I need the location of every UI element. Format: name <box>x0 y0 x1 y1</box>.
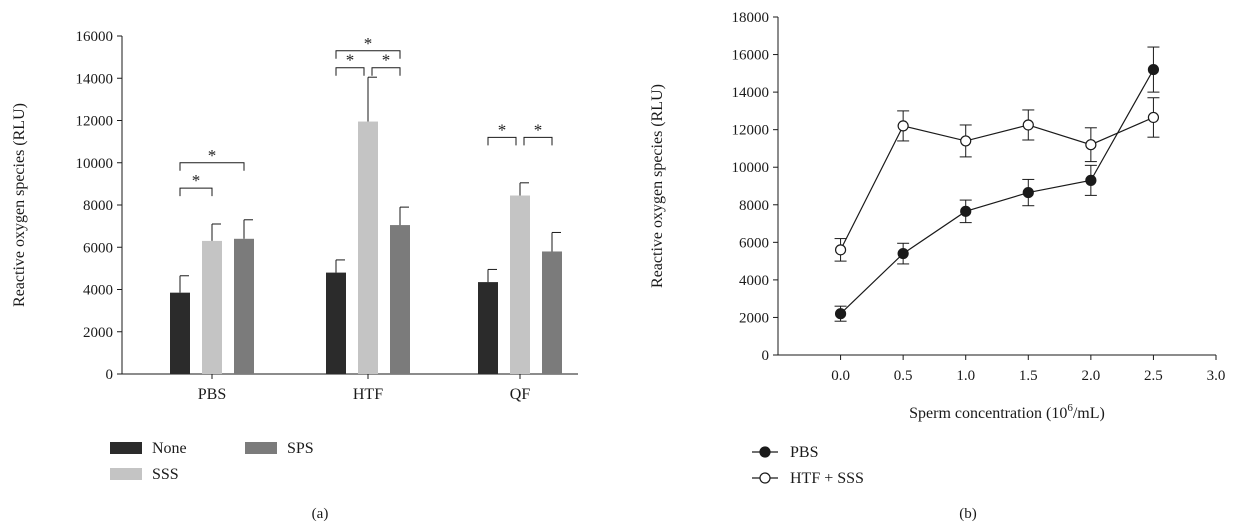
data-point-htf-sss <box>1022 119 1034 131</box>
y-tick-label: 2000 <box>83 325 113 341</box>
bar-none-pbs <box>170 292 190 374</box>
data-point-pbs <box>1022 186 1034 199</box>
y-tick-label: 0 <box>762 348 770 364</box>
y-tick-label: 0 <box>106 367 114 383</box>
y-tick-label: 6000 <box>83 240 113 256</box>
significance-bracket <box>523 136 553 146</box>
significance-bracket <box>487 136 517 146</box>
x-tick-label: 0.5 <box>894 368 913 384</box>
data-point-pbs <box>960 205 972 217</box>
significance-bracket <box>335 67 365 76</box>
y-tick-label: 4000 <box>83 283 113 299</box>
significance-star: * <box>382 51 391 70</box>
x-axis-label: Sperm concentration (106/mL) <box>909 402 1105 422</box>
significance-star: * <box>364 34 373 53</box>
bar-none-qf <box>478 282 498 374</box>
data-point-pbs <box>834 308 847 320</box>
series-line-pbs <box>840 69 1154 315</box>
significance-bracket <box>179 187 213 197</box>
x-tick-label: HTF <box>353 386 383 403</box>
significance-star: * <box>208 146 217 165</box>
x-tick-label: 2.0 <box>1081 368 1100 384</box>
data-point-htf-sss <box>960 135 972 147</box>
x-tick-label: 0.0 <box>831 368 850 384</box>
significance-star: * <box>498 120 507 139</box>
legend-swatch-sss <box>110 468 142 480</box>
data-point-pbs <box>1085 174 1097 186</box>
legend-marker-htf-sss <box>759 472 771 484</box>
data-point-htf-sss <box>834 244 847 256</box>
bar-sss-pbs <box>202 240 222 374</box>
x-axis-label-superscript: 6 <box>1067 402 1073 414</box>
legend-marker-pbs <box>759 446 771 458</box>
x-tick-label: 3.0 <box>1207 368 1226 384</box>
x-tick-label: QF <box>510 386 531 403</box>
y-tick-label: 8000 <box>739 198 769 214</box>
significance-bracket <box>335 50 401 59</box>
series-line-htf-sss <box>840 116 1154 251</box>
legend-swatch-sps <box>245 442 277 454</box>
x-tick-label: 1.5 <box>1019 368 1038 384</box>
bar-sss-htf <box>358 121 378 375</box>
significance-bracket <box>371 67 401 76</box>
y-tick-label: 10000 <box>76 156 114 172</box>
y-tick-label: 12000 <box>76 114 114 130</box>
x-tick-label: 1.0 <box>956 368 975 384</box>
y-tick-label: 6000 <box>739 235 769 251</box>
significance-star: * <box>192 171 201 190</box>
y-axis-label: Reactive oxygen species (RLU) <box>11 103 28 307</box>
legend-label-none: None <box>152 440 187 457</box>
bar-sss-qf <box>510 195 530 374</box>
data-point-htf-sss <box>897 120 909 132</box>
data-point-htf-sss <box>1085 139 1097 151</box>
y-axis-label: Reactive oxygen species (RLU) <box>649 84 666 288</box>
y-tick-label: 18000 <box>732 10 770 26</box>
panel-a: 0 2000 4000 6000 8000 10000 12000 14000 16000 Rea… <box>11 29 578 522</box>
legend-swatch-none <box>110 442 142 454</box>
y-tick-label: 4000 <box>739 273 769 289</box>
legend-label-sss: SSS <box>152 466 179 483</box>
y-tick-label: 2000 <box>739 310 769 326</box>
x-tick-label: PBS <box>198 386 226 403</box>
y-tick-label: 12000 <box>732 123 770 139</box>
bar-sps-qf <box>542 251 562 374</box>
x-tick-label: 2.5 <box>1144 368 1163 384</box>
data-point-htf-sss <box>1147 111 1160 124</box>
data-point-pbs <box>897 248 909 260</box>
y-tick-label: 16000 <box>732 48 770 64</box>
panel-label-b: (b) <box>959 506 977 522</box>
y-tick-label: 14000 <box>76 71 114 87</box>
significance-bracket <box>179 162 245 171</box>
x-axis-label-suffix: /mL) <box>1073 405 1105 422</box>
legend-label-sps: SPS <box>287 440 314 457</box>
y-tick-label: 10000 <box>732 160 770 176</box>
legend-label-htf-sss: HTF + SSS <box>790 470 864 487</box>
y-tick-label: 8000 <box>83 198 113 214</box>
x-axis-label-prefix: Sperm concentration (10 <box>909 405 1067 422</box>
y-tick-label: 16000 <box>76 29 114 45</box>
data-point-pbs <box>1147 63 1160 76</box>
legend-label-pbs: PBS <box>790 444 818 461</box>
panel-b: 0 2000 4000 6000 8000 10000 12000 14000 16000 180… <box>649 10 1225 522</box>
panel-label-a: (a) <box>312 506 329 522</box>
y-tick-label: 14000 <box>732 85 770 101</box>
significance-star: * <box>346 51 355 70</box>
bar-sps-htf <box>390 225 410 374</box>
significance-star: * <box>534 120 543 139</box>
bar-sps-pbs <box>234 238 254 374</box>
bar-none-htf <box>326 272 346 374</box>
